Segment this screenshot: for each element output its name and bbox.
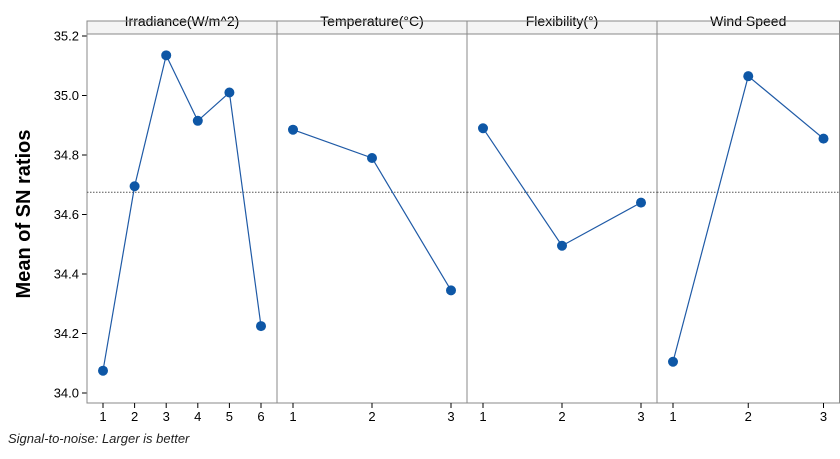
data-point xyxy=(224,87,235,98)
data-point xyxy=(161,50,172,61)
y-tick-label: 34.0 xyxy=(54,386,79,401)
series-line xyxy=(102,53,262,371)
y-tick-label: 34.6 xyxy=(54,207,79,222)
footnote: Signal-to-noise: Larger is better xyxy=(8,431,190,446)
panel-frame xyxy=(466,20,658,404)
y-tick-label: 34.4 xyxy=(54,267,79,282)
x-tick-label: 2 xyxy=(131,409,138,424)
panel: Flexibility(°)1 2 3 xyxy=(466,13,658,424)
panel-frame xyxy=(86,20,278,404)
x-tick-label: 1 xyxy=(289,409,296,424)
panel-header-bg xyxy=(467,21,657,34)
x-tick-label: 3 xyxy=(820,409,827,424)
data-point xyxy=(98,365,108,376)
y-axis: 34.0 34.2 34.4 34.6 34.8 35.0 35.2 xyxy=(54,29,87,401)
data-point xyxy=(636,197,646,208)
x-tick-label: 2 xyxy=(368,409,375,424)
x-tick-label: 3 xyxy=(163,409,170,424)
panel-header-bg xyxy=(277,21,467,34)
y-tick-label: 35.0 xyxy=(54,88,79,103)
x-tick-label: 5 xyxy=(226,409,233,424)
main-effects-plot: Mean of SN ratios 34.034.234.434.634.835… xyxy=(13,13,840,424)
series-line xyxy=(482,127,642,247)
x-tick-label: 3 xyxy=(637,409,644,424)
x-tick-label: 3 xyxy=(447,409,454,424)
data-point xyxy=(129,181,140,192)
panel: Irradiance(W/m^2)1 2 3 4 5 6 xyxy=(86,13,278,424)
series-line xyxy=(672,75,824,362)
data-point xyxy=(367,152,377,163)
y-axis-label: Mean of SN ratios xyxy=(13,130,35,299)
data-point xyxy=(818,133,829,144)
data-point xyxy=(478,123,488,134)
data-point xyxy=(288,124,298,135)
x-tick-label: 4 xyxy=(194,409,201,424)
x-tick-label: 1 xyxy=(669,409,676,424)
y-tick-label: 34.8 xyxy=(54,148,79,163)
data-point xyxy=(256,321,266,332)
x-tick-label: 1 xyxy=(479,409,486,424)
data-point xyxy=(192,115,203,126)
data-point xyxy=(446,285,456,296)
x-tick-label: 1 xyxy=(99,409,106,424)
x-tick-label: 2 xyxy=(745,409,752,424)
x-tick-label: 2 xyxy=(558,409,565,424)
panel: Temperature(°C)1 2 3 xyxy=(276,13,468,424)
panel-frame xyxy=(276,20,468,404)
y-axis-label-group: Mean of SN ratios xyxy=(13,130,35,299)
y-tick-label: 34.2 xyxy=(54,326,79,341)
data-point xyxy=(668,356,678,367)
data-point xyxy=(743,71,754,82)
panel-header-bg xyxy=(87,21,277,34)
x-tick-label: 6 xyxy=(257,409,264,424)
y-tick-label: 35.2 xyxy=(54,29,79,44)
panel-header-bg xyxy=(657,21,840,34)
data-point xyxy=(557,240,567,251)
